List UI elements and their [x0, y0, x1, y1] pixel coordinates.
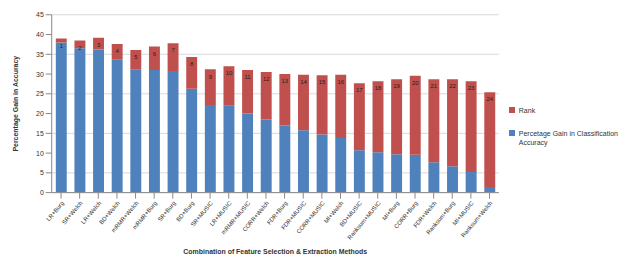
svg-text:9: 9: [209, 74, 213, 80]
svg-text:CORR+MUSIC: CORR+MUSIC: [295, 200, 326, 235]
svg-text:FDR+Welch: FDR+Welch: [412, 200, 438, 229]
svg-text:40: 40: [36, 31, 44, 38]
svg-text:LR+Welch: LR+Welch: [80, 200, 103, 225]
svg-text:20: 20: [412, 80, 419, 86]
svg-text:21: 21: [431, 83, 438, 89]
svg-text:20: 20: [36, 110, 44, 117]
svg-text:CORR+Burg: CORR+Burg: [392, 200, 419, 230]
svg-text:2: 2: [78, 45, 82, 51]
svg-text:Ranksum+Burg: Ranksum+Burg: [425, 200, 456, 235]
svg-text:mRMR+Welch: mRMR+Welch: [110, 200, 140, 234]
svg-text:17: 17: [356, 87, 363, 93]
svg-text:Ranksum+Welch: Ranksum+Welch: [460, 200, 494, 238]
svg-text:3: 3: [97, 42, 101, 48]
svg-text:24: 24: [486, 96, 493, 102]
svg-text:15: 15: [319, 79, 326, 85]
html-text:Rank: Rank: [518, 107, 536, 114]
svg-text:8: 8: [190, 61, 194, 67]
svg-text:SR+Welch: SR+Welch: [61, 200, 84, 226]
svg-text:LR+Burg: LR+Burg: [45, 200, 65, 222]
svg-text:FDR+Burg: FDR+Burg: [265, 200, 289, 226]
svg-text:45: 45: [36, 11, 44, 18]
svg-text:Ranksum+MUSIC: Ranksum+MUSIC: [346, 200, 382, 241]
svg-text:BD+Burg: BD+Burg: [175, 200, 196, 223]
svg-text:14: 14: [300, 79, 307, 85]
svg-text:1: 1: [60, 43, 64, 49]
svg-text:12: 12: [263, 76, 270, 82]
svg-text:LR+MUSIC: LR+MUSIC: [208, 200, 233, 228]
svg-text:15: 15: [36, 130, 44, 137]
svg-text:MI+MUSIC: MI+MUSIC: [451, 200, 475, 227]
svg-text:Combination of Feature Selecti: Combination of Feature Selection & Extra…: [183, 248, 367, 255]
svg-text:CORR+Welch: CORR+Welch: [241, 200, 270, 233]
svg-text:SR+MUSIC: SR+MUSIC: [189, 200, 215, 228]
svg-text:SR+Burg: SR+Burg: [157, 200, 177, 222]
svg-text:BD+Welch: BD+Welch: [98, 200, 121, 226]
svg-text:BD+MUSIC: BD+MUSIC: [338, 200, 364, 228]
svg-text:Percentage Gain in Accuracy: Percentage Gain in Accuracy: [12, 56, 20, 152]
svg-text:30: 30: [36, 71, 44, 78]
svg-text:0: 0: [40, 189, 44, 196]
svg-text:19: 19: [393, 83, 400, 89]
svg-text:MI+Welch: MI+Welch: [322, 200, 345, 225]
svg-text:10: 10: [226, 70, 233, 76]
html-text:Percetage Gain in Classificati: Percetage Gain in Classification Accurac…: [518, 130, 618, 146]
svg-text:mRMR+MUSIC: mRMR+MUSIC: [220, 200, 252, 236]
svg-text:25: 25: [36, 90, 44, 97]
svg-text:7: 7: [171, 47, 175, 53]
svg-text:mRMR+Burg: mRMR+Burg: [131, 200, 158, 230]
svg-text:23: 23: [468, 85, 475, 91]
svg-text:FDR+MUSIC: FDR+MUSIC: [280, 200, 308, 231]
svg-text:MI+Burg: MI+Burg: [381, 200, 400, 221]
svg-text:5: 5: [40, 169, 44, 176]
svg-text:13: 13: [282, 78, 289, 84]
svg-text:11: 11: [244, 74, 251, 80]
svg-text:4: 4: [116, 48, 120, 54]
svg-text:22: 22: [449, 83, 456, 89]
svg-text:5: 5: [134, 54, 138, 60]
svg-text:16: 16: [337, 79, 344, 85]
svg-text:18: 18: [375, 85, 382, 91]
svg-text:35: 35: [36, 51, 44, 58]
svg-text:6: 6: [153, 51, 157, 57]
svg-text:10: 10: [36, 150, 44, 157]
